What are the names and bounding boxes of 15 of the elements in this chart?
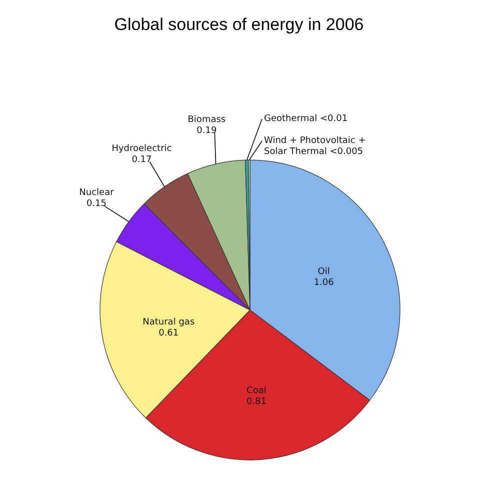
data-label: 0.81 xyxy=(246,397,266,408)
data-label: 0.15 xyxy=(86,199,106,210)
slice-label: Wind + Photovoltaic + Solar Thermal <0.005 xyxy=(264,136,366,157)
chart-title: Global sources of energy in 2006 xyxy=(114,15,364,34)
slice-label: Hydroelectric xyxy=(112,144,172,154)
slice-label: Biomass xyxy=(188,115,226,126)
slice-label: Geothermal <0.01 xyxy=(264,114,348,124)
slice-label: Natural gas xyxy=(142,318,195,328)
data-label: 0.61 xyxy=(158,328,179,339)
slice-label: Oil xyxy=(318,267,330,278)
data-label: 1.06 xyxy=(314,278,334,288)
data-label: 0.17 xyxy=(132,154,152,165)
slice-label: Nuclear xyxy=(79,188,114,198)
slice-label: Coal xyxy=(246,386,266,396)
data-label: 0.19 xyxy=(196,126,217,136)
